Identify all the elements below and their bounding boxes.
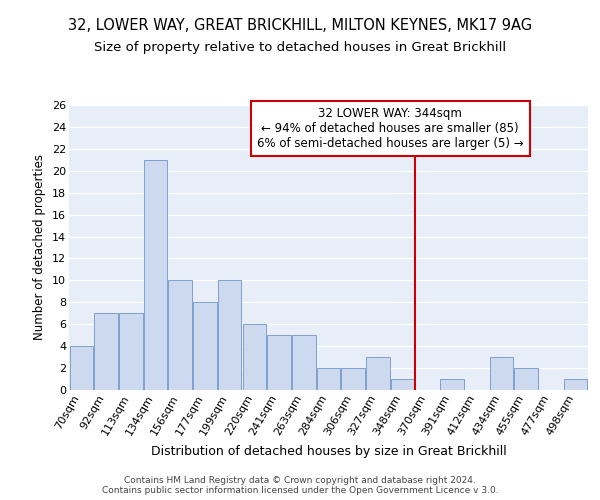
Bar [514,368,538,390]
Text: 32, LOWER WAY, GREAT BRICKHILL, MILTON KEYNES, MK17 9AG: 32, LOWER WAY, GREAT BRICKHILL, MILTON K… [68,18,532,32]
Bar [391,379,415,390]
Bar [317,368,340,390]
Bar [242,324,266,390]
Text: 32 LOWER WAY: 344sqm
← 94% of detached houses are smaller (85)
6% of semi-detach: 32 LOWER WAY: 344sqm ← 94% of detached h… [257,107,524,150]
Bar [119,314,143,390]
Bar [440,379,464,390]
X-axis label: Distribution of detached houses by size in Great Brickhill: Distribution of detached houses by size … [151,445,506,458]
Bar [193,302,217,390]
Bar [341,368,365,390]
Bar [94,314,118,390]
Bar [564,379,587,390]
Bar [490,357,513,390]
Bar [292,335,316,390]
Bar [366,357,389,390]
Bar [268,335,291,390]
Bar [218,280,241,390]
Text: Size of property relative to detached houses in Great Brickhill: Size of property relative to detached ho… [94,41,506,54]
Text: Contains HM Land Registry data © Crown copyright and database right 2024.
Contai: Contains HM Land Registry data © Crown c… [101,476,499,495]
Bar [70,346,93,390]
Y-axis label: Number of detached properties: Number of detached properties [34,154,46,340]
Bar [169,280,192,390]
Bar [144,160,167,390]
